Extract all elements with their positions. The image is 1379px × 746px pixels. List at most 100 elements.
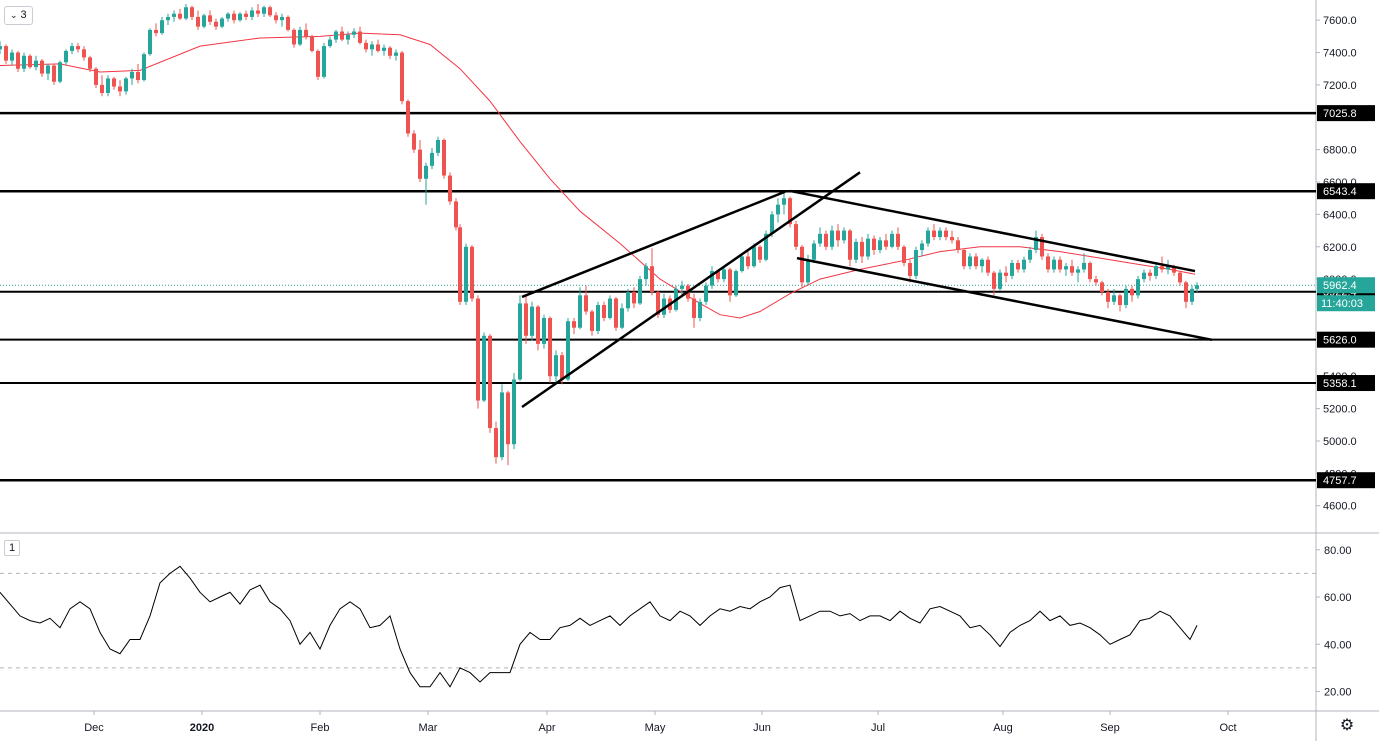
candle-body — [370, 44, 374, 50]
candle-body — [752, 246, 756, 267]
candle-body — [992, 272, 996, 289]
x-tick-label: Aug — [993, 722, 1013, 734]
candle-body — [608, 298, 612, 318]
candle-body — [274, 15, 278, 21]
candle-body — [292, 29, 296, 45]
candle-body — [926, 230, 930, 244]
candle-body — [94, 68, 98, 85]
candle-body — [1154, 266, 1158, 276]
level-price-tag — [1317, 183, 1375, 200]
candle-body — [76, 46, 80, 50]
candle-body — [464, 246, 468, 302]
candle-body — [1058, 259, 1062, 270]
y-tick-label: 5200.0 — [1323, 404, 1357, 416]
candle-body — [710, 271, 714, 286]
x-tick-label: Dec — [84, 722, 104, 734]
moving-average-line — [0, 32, 1196, 319]
candle-body — [842, 230, 846, 241]
candle-body — [1094, 279, 1098, 283]
y-tick-label: 7200.0 — [1323, 80, 1357, 92]
osc-y-tick-label: 40.00 — [1324, 639, 1352, 651]
candle-body — [160, 20, 164, 34]
candle-body — [986, 259, 990, 273]
candle-body — [1010, 262, 1014, 276]
level-price-tag — [1317, 472, 1375, 489]
x-tick-label: Sep — [1100, 722, 1120, 734]
candle-body — [812, 243, 816, 260]
candle-body — [0, 46, 2, 50]
candle-body — [908, 262, 912, 276]
candle-body — [346, 34, 350, 40]
candle-body — [1070, 266, 1074, 273]
candle-body — [58, 62, 62, 82]
osc-y-tick-label: 80.00 — [1324, 545, 1352, 557]
candle-body — [40, 60, 44, 74]
candle-body — [148, 29, 152, 55]
candle-body — [142, 54, 146, 81]
candle-body — [914, 250, 918, 276]
candle-body — [1004, 272, 1008, 276]
candle-body — [494, 428, 498, 458]
candle-body — [334, 31, 338, 40]
candle-body — [806, 259, 810, 283]
candle-body — [704, 285, 708, 302]
candle-body — [836, 230, 840, 241]
candle-body — [22, 55, 26, 69]
candle-body — [1046, 256, 1050, 270]
candle-body — [400, 52, 404, 102]
candle-body — [1022, 259, 1026, 270]
candle-body — [124, 78, 128, 92]
candle-body — [10, 52, 14, 61]
candle-body — [46, 65, 50, 74]
trendline — [521, 190, 786, 299]
candle-body — [1040, 237, 1044, 257]
candle-body — [418, 149, 422, 179]
candle-body — [1034, 237, 1038, 251]
candle-body — [656, 292, 660, 315]
candle-body — [1148, 272, 1152, 276]
candle-body — [734, 271, 738, 296]
candle-body — [764, 233, 768, 260]
candle-body — [500, 392, 504, 458]
candle-body — [1052, 259, 1056, 270]
collapse-series-button[interactable]: ⌄ 3 — [4, 6, 33, 25]
candle-body — [782, 198, 786, 205]
x-tick-label: Jul — [871, 722, 885, 734]
candle-body — [376, 44, 380, 51]
candle-body — [722, 269, 726, 280]
candle-body — [1178, 272, 1182, 283]
candle-body — [196, 16, 200, 27]
candle-body — [256, 10, 260, 14]
candle-body — [1064, 266, 1068, 270]
candle-body — [866, 238, 870, 257]
candle-body — [1184, 282, 1188, 302]
candle-body — [1106, 292, 1110, 302]
y-tick-label: 5000.0 — [1323, 436, 1357, 448]
y-tick-label: 7600.0 — [1323, 15, 1357, 27]
candle-body — [692, 298, 696, 318]
level-price-label: 6543.4 — [1323, 186, 1357, 198]
candle-body — [1130, 288, 1134, 296]
candle-body — [596, 305, 600, 331]
candle-body — [388, 47, 392, 56]
candle-body — [70, 46, 74, 51]
candle-body — [794, 224, 798, 247]
candle-body — [280, 16, 284, 21]
candle-body — [650, 266, 654, 293]
candle-body — [166, 16, 170, 21]
candle-body — [890, 233, 894, 247]
candle-body — [644, 266, 648, 280]
candle-body — [932, 230, 936, 238]
gear-icon[interactable]: ⚙ — [1339, 717, 1355, 734]
candle-body — [758, 246, 762, 260]
candle-body — [214, 21, 218, 27]
candle-body — [476, 298, 480, 401]
indicator-pane-label: 1 — [4, 540, 21, 556]
candle-body — [530, 306, 534, 336]
candle-body — [1195, 285, 1199, 289]
candle-body — [430, 152, 434, 166]
candle-body — [1088, 262, 1092, 280]
candle-body — [382, 47, 386, 51]
candle-body — [268, 7, 272, 16]
candle-body — [436, 139, 440, 153]
